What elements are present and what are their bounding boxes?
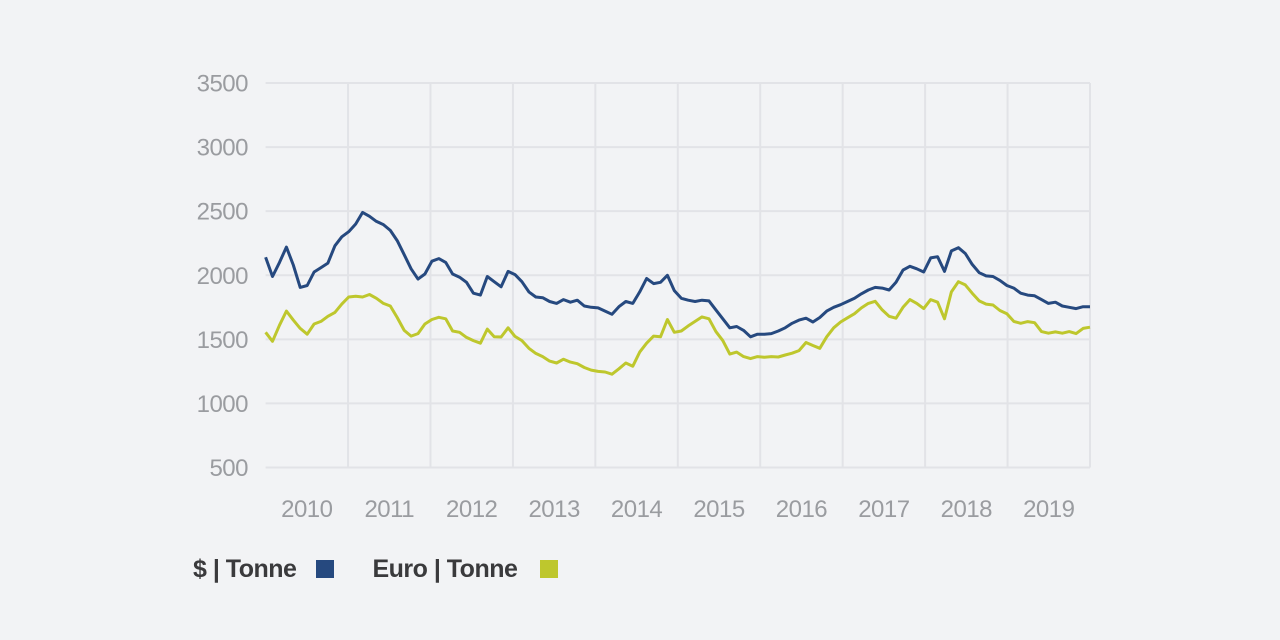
legend-swatch-usd-icon — [316, 560, 335, 578]
y-axis-tick-label: 2000 — [197, 263, 249, 290]
legend-label-euro: Euro | Tonne — [372, 554, 518, 583]
x-axis-tick-label: 2018 — [941, 496, 993, 523]
x-axis-tick-label: 2013 — [528, 496, 580, 523]
x-axis-tick-label: 2017 — [858, 496, 910, 523]
chart-legend: $ | Tonne Euro | Tonne — [193, 552, 559, 586]
y-axis-tick-label: 3500 — [197, 71, 249, 98]
euro-tonne-line — [264, 280, 1091, 376]
x-axis-tick-label: 2012 — [446, 496, 498, 523]
x-axis-tick-label: 2016 — [776, 496, 828, 523]
usd-tonne-line — [264, 210, 1090, 339]
y-axis-tick-label: 3000 — [197, 135, 249, 162]
x-axis-tick-label: 2010 — [281, 496, 333, 523]
y-axis-tick-label: 2500 — [197, 199, 249, 226]
x-axis-tick-label: 2014 — [611, 496, 663, 523]
y-axis-tick-label: 1500 — [197, 327, 249, 354]
y-axis-tick-label: 500 — [209, 455, 248, 482]
x-axis-tick-label: 2015 — [693, 496, 745, 523]
x-axis-tick-label: 2011 — [364, 496, 414, 523]
x-axis-tick-label: 2019 — [1023, 496, 1075, 523]
y-axis-tick-label: 1000 — [197, 391, 249, 418]
legend-label-usd: $ | Tonne — [193, 554, 297, 583]
legend-swatch-euro-icon — [540, 560, 559, 578]
